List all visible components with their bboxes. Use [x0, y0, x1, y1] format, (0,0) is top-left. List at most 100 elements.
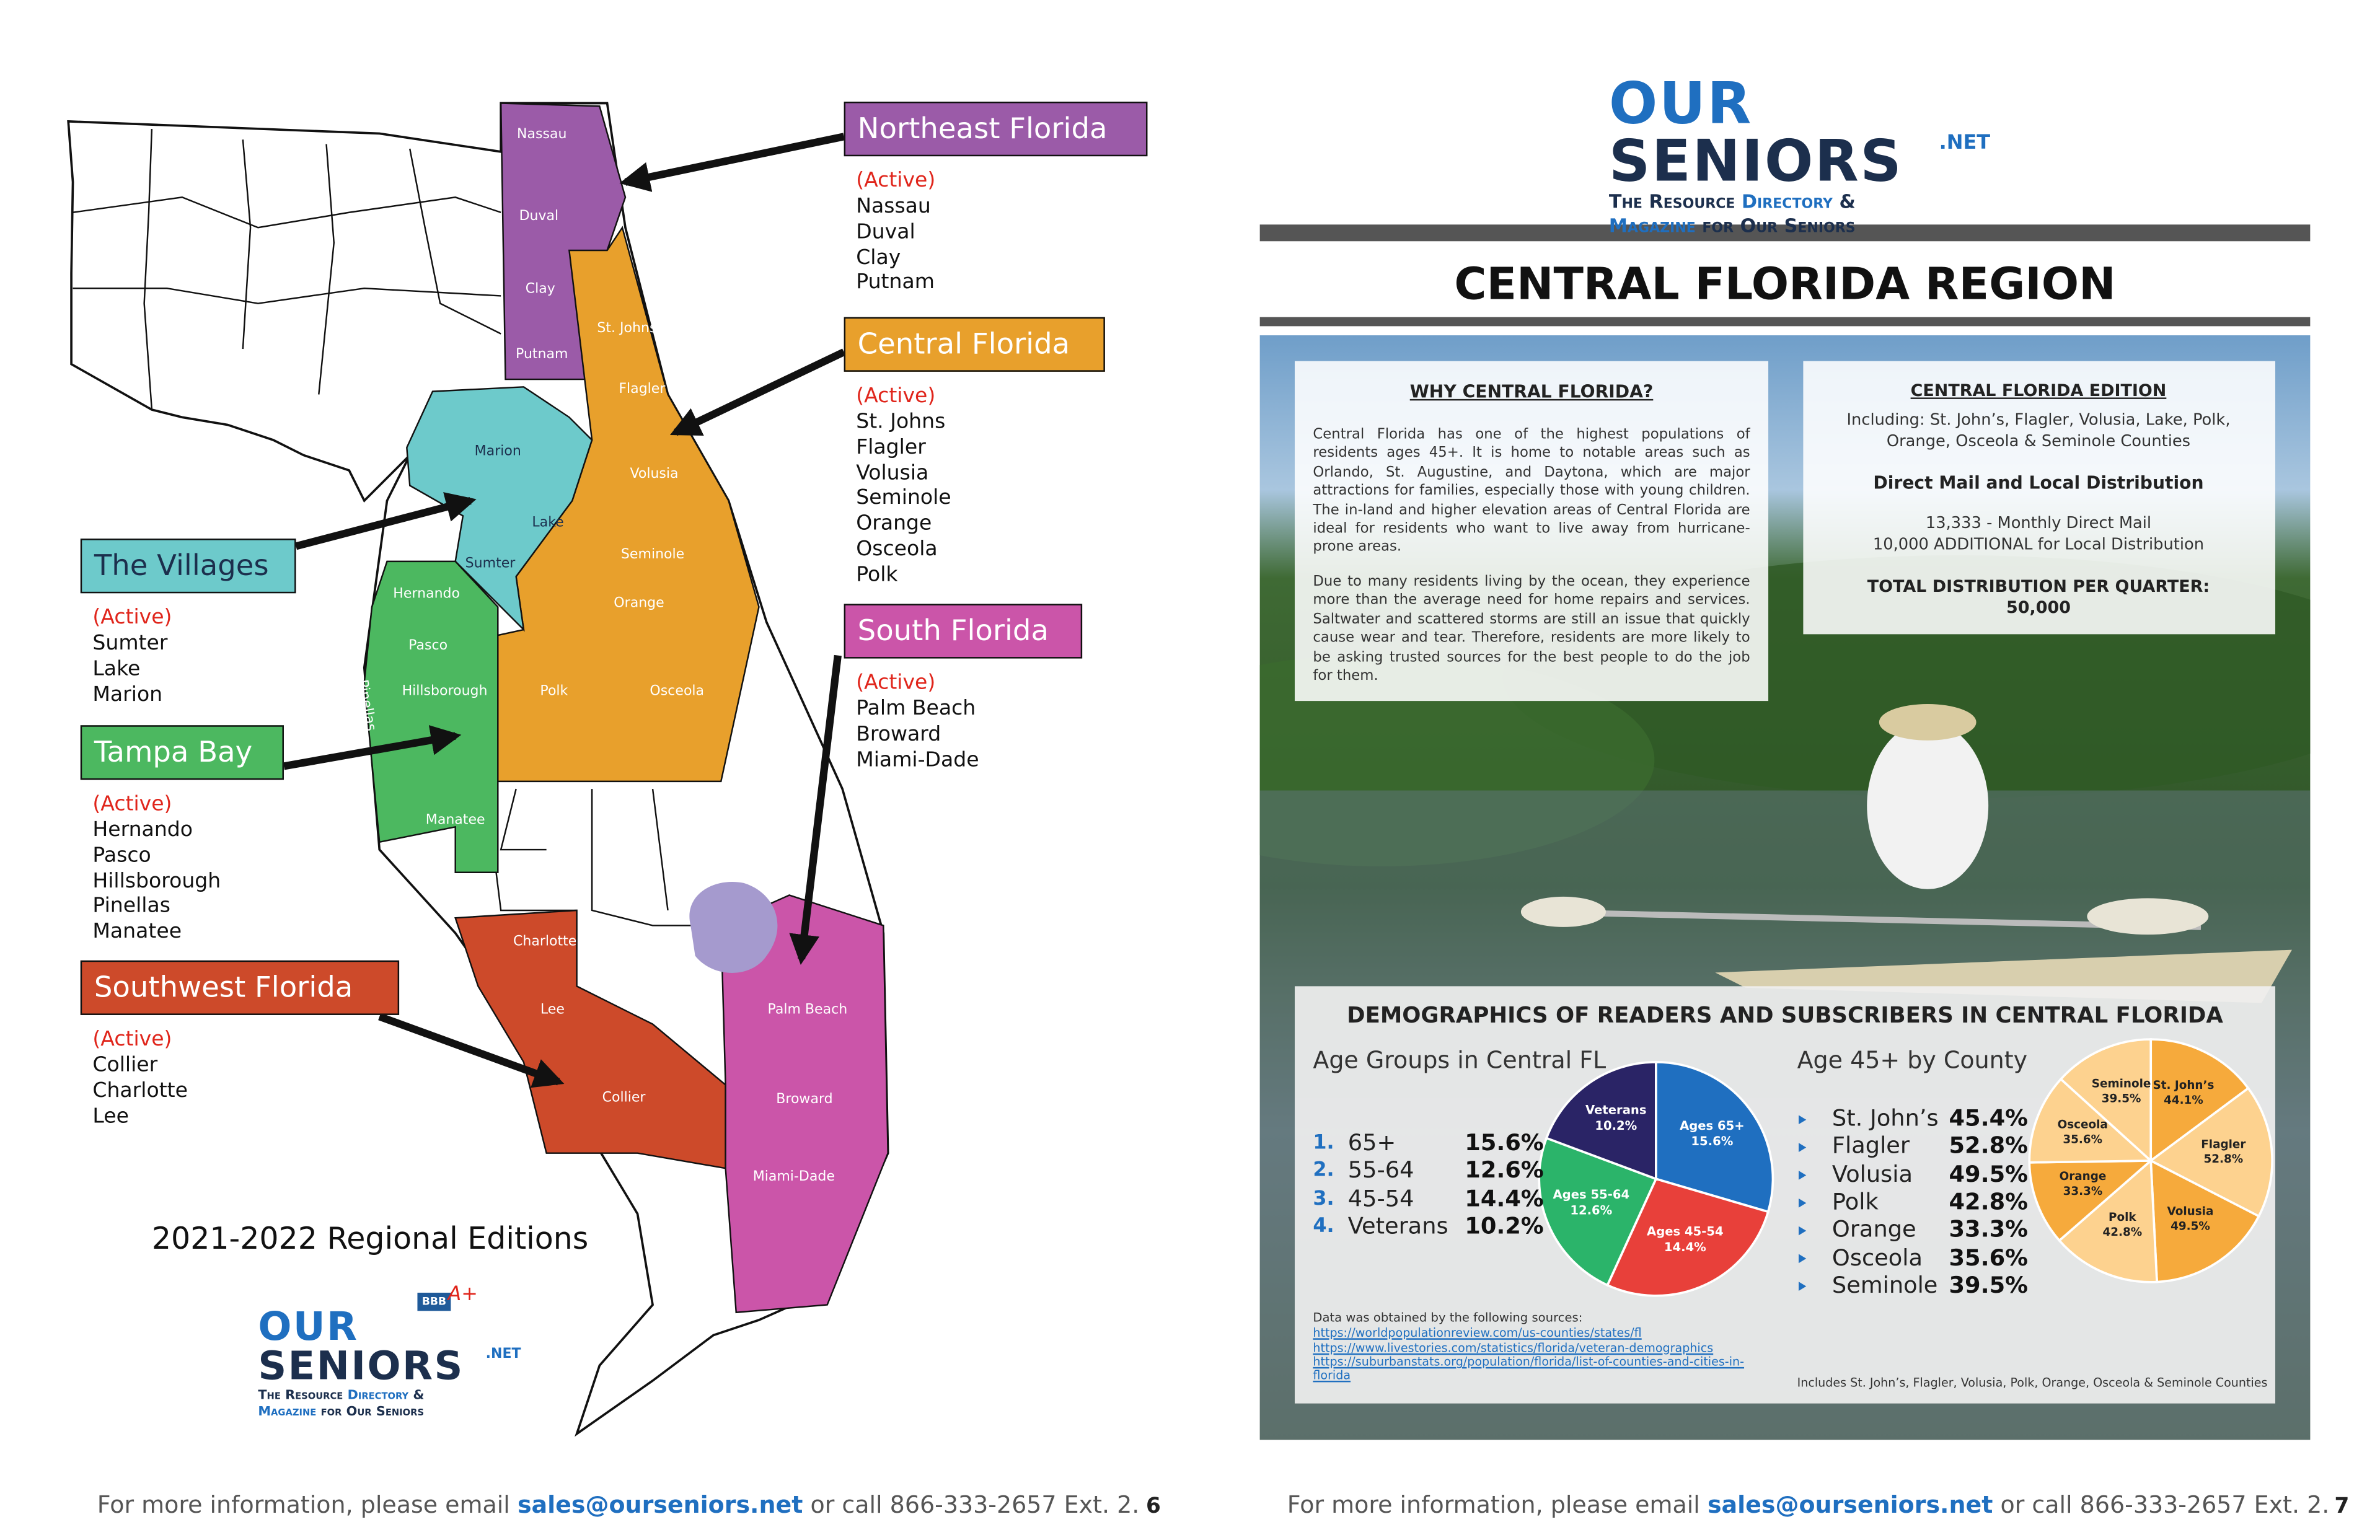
region-title: Southwest Florida — [80, 960, 400, 1015]
region-county: Orange — [856, 511, 932, 536]
logo-our: OUR — [1608, 69, 1753, 137]
logo-tagline: Magazine for Our Seniors — [258, 1405, 424, 1420]
list-value: 52.8% — [1949, 1132, 2028, 1160]
tagline-part: & — [1839, 190, 1856, 213]
pie-value-label: 12.6% — [1570, 1203, 1612, 1217]
logo-rating: A+ — [447, 1283, 478, 1306]
why-box — [1294, 361, 1769, 702]
footer-email[interactable]: sales@ourseniors.net — [1707, 1491, 1993, 1519]
tagline-part: Magazine — [1608, 214, 1696, 237]
region-county: Putnam — [856, 270, 935, 295]
edition-total: 50,000 — [2006, 597, 2071, 618]
list-label: 55-64 — [1347, 1156, 1414, 1184]
lake-okeechobee — [689, 882, 778, 973]
region-county: Hernando — [92, 817, 193, 842]
region-title: Northeast Florida — [844, 102, 1148, 157]
region-county: Volusia — [856, 460, 929, 485]
edition-line: 13,333 - Monthly Direct Mail — [1925, 514, 2152, 533]
region-county: Hillsborough — [92, 868, 221, 894]
region-county: Sumter — [92, 631, 168, 656]
region-status: (Active) — [92, 605, 172, 630]
map-label: Hernando — [393, 587, 461, 602]
pie-value-label: 33.3% — [2063, 1185, 2103, 1198]
region-status: (Active) — [92, 792, 172, 817]
pie-label: Polk — [2109, 1211, 2136, 1224]
logo-net: .NET — [1939, 131, 1991, 154]
edition-including: Including: St. John’s, Flagler, Volusia,… — [1846, 411, 2231, 451]
source-link[interactable]: https://suburbanstats.org/population/flo… — [1313, 1355, 1745, 1383]
edition-heading: CENTRAL FLORIDA EDITION — [1910, 381, 2167, 401]
edition-subheading: Direct Mail and Local Distribution — [1873, 472, 2204, 493]
top-bar — [1259, 224, 2311, 242]
pie-label: Flagler — [2201, 1138, 2246, 1151]
region-county: Broward — [856, 721, 941, 747]
page-title: CENTRAL FLORIDA REGION — [1454, 258, 2116, 310]
map-label: Hillsborough — [402, 684, 488, 700]
source-link[interactable]: https://www.livestories.com/statistics/f… — [1313, 1340, 1714, 1355]
footer: For more information, please email sales… — [1287, 1492, 2330, 1519]
region-title: Central Florida — [844, 317, 1105, 372]
region-county: Pasco — [92, 843, 151, 868]
map-label: Manatee — [425, 813, 485, 829]
pie-label: Volusia — [2167, 1205, 2214, 1218]
list-value: 42.8% — [1949, 1187, 2028, 1215]
logo-badge: BBB — [417, 1292, 451, 1311]
arrows — [283, 133, 846, 1088]
pie-value-label: 14.4% — [1664, 1240, 1706, 1254]
region-county: Miami-Dade — [856, 747, 979, 772]
pie-slice — [2028, 1077, 2154, 1164]
list-number: 4. — [1313, 1215, 1334, 1238]
tagline-part: The Resource — [1608, 190, 1735, 213]
region-county: St. Johns — [856, 410, 946, 434]
edition-total-label: TOTAL DISTRIBUTION PER QUARTER: — [1867, 576, 2210, 597]
map-label: Sumter — [465, 557, 516, 573]
bullet — [1799, 1198, 1807, 1208]
map-label: Lee — [540, 1003, 565, 1018]
region-county: Charlotte — [92, 1078, 188, 1103]
county-lines — [73, 129, 714, 926]
list-number: 1. — [1313, 1132, 1334, 1155]
pie-slice — [1545, 1060, 1657, 1181]
pie-slice — [2149, 1038, 2250, 1163]
pie-label: Veterans — [1585, 1103, 1646, 1117]
pie-slice — [1606, 1177, 1770, 1297]
pie-label: St. John’s — [2153, 1079, 2215, 1092]
footer: For more information, please email sales… — [97, 1492, 1140, 1519]
pie-value-label: 10.2% — [1595, 1119, 1637, 1133]
pie-label: Ages 65+ — [1680, 1119, 1745, 1133]
tagline-part: Magazine — [258, 1405, 317, 1420]
pie-value-label: 15.6% — [1691, 1134, 1733, 1148]
pie-label: Ages 45-54 — [1647, 1224, 1724, 1238]
source-link[interactable]: https://worldpopulationreview.com/us-cou… — [1313, 1326, 1642, 1340]
map-label: Volusia — [630, 467, 679, 483]
bullet — [1799, 1254, 1807, 1264]
footer-email[interactable]: sales@ourseniors.net — [517, 1491, 803, 1519]
map-label: Duval — [519, 209, 559, 225]
sources-title: Data was obtained by the following sourc… — [1313, 1311, 1583, 1325]
list-value: 12.6% — [1465, 1156, 1544, 1184]
bullet — [1799, 1226, 1807, 1236]
region-status: (Active) — [856, 384, 936, 408]
map-label: Charlotte — [513, 935, 577, 950]
pie-value-label: 35.6% — [2063, 1133, 2102, 1146]
region-villages — [406, 386, 593, 632]
tagline-part: The Resource — [258, 1388, 343, 1404]
tagline-part: & — [413, 1388, 425, 1404]
region-status: (Active) — [92, 1027, 172, 1052]
editions-title: 2021-2022 Regional Editions — [151, 1220, 589, 1257]
tagline-part: Directory — [347, 1388, 409, 1404]
list-label: Orange — [1831, 1215, 1916, 1243]
map-label: Clay — [525, 282, 555, 297]
region-title: Tampa Bay — [80, 725, 284, 780]
list-value: 14.4% — [1465, 1184, 1544, 1212]
region-county: Clay — [856, 245, 901, 270]
map-label: Putnam — [516, 347, 568, 363]
region-county: Lee — [92, 1104, 129, 1129]
footer-text: For more information, please email — [97, 1491, 510, 1519]
map-label: St. Johns — [597, 322, 657, 337]
region-county: Flagler — [856, 435, 926, 460]
tagline-part: for Our Seniors — [1702, 214, 1856, 237]
